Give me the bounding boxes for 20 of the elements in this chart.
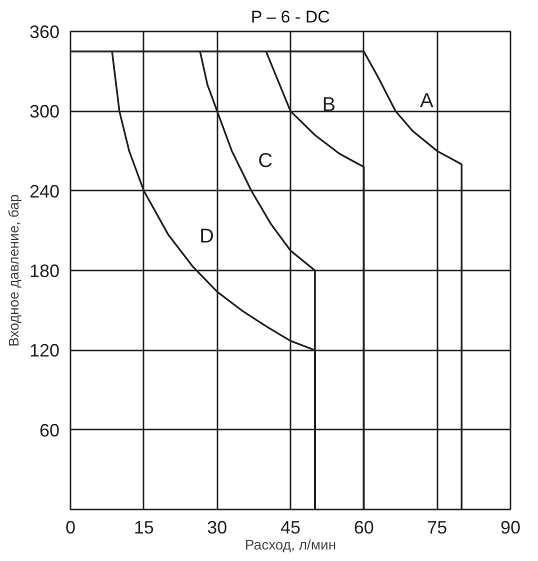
x-axis-title: Расход, л/мин <box>244 536 336 552</box>
chart-title: P – 6 - DC <box>250 8 330 26</box>
x-tick-label: 90 <box>500 518 521 538</box>
series-label: B <box>322 94 336 116</box>
x-tick-label: 75 <box>427 518 448 538</box>
x-tick-label: 30 <box>207 518 228 538</box>
y-tick-label: 240 <box>29 181 60 202</box>
series-label: A <box>420 90 434 112</box>
y-tick-label: 180 <box>29 261 60 281</box>
x-tick-label: 60 <box>354 518 374 538</box>
series-label: C <box>258 150 273 172</box>
y-tick-label: 360 <box>29 22 60 42</box>
y-tick-label: 300 <box>29 102 60 122</box>
y-axis-title: Входное давление, бар <box>5 194 22 347</box>
x-tick-label: 45 <box>280 518 301 538</box>
series-label: D <box>200 226 214 248</box>
y-tick-label: 120 <box>29 340 60 361</box>
x-tick-label: 15 <box>134 518 154 538</box>
y-tick-label: 60 <box>39 420 60 440</box>
x-tick-label: 0 <box>65 518 76 538</box>
